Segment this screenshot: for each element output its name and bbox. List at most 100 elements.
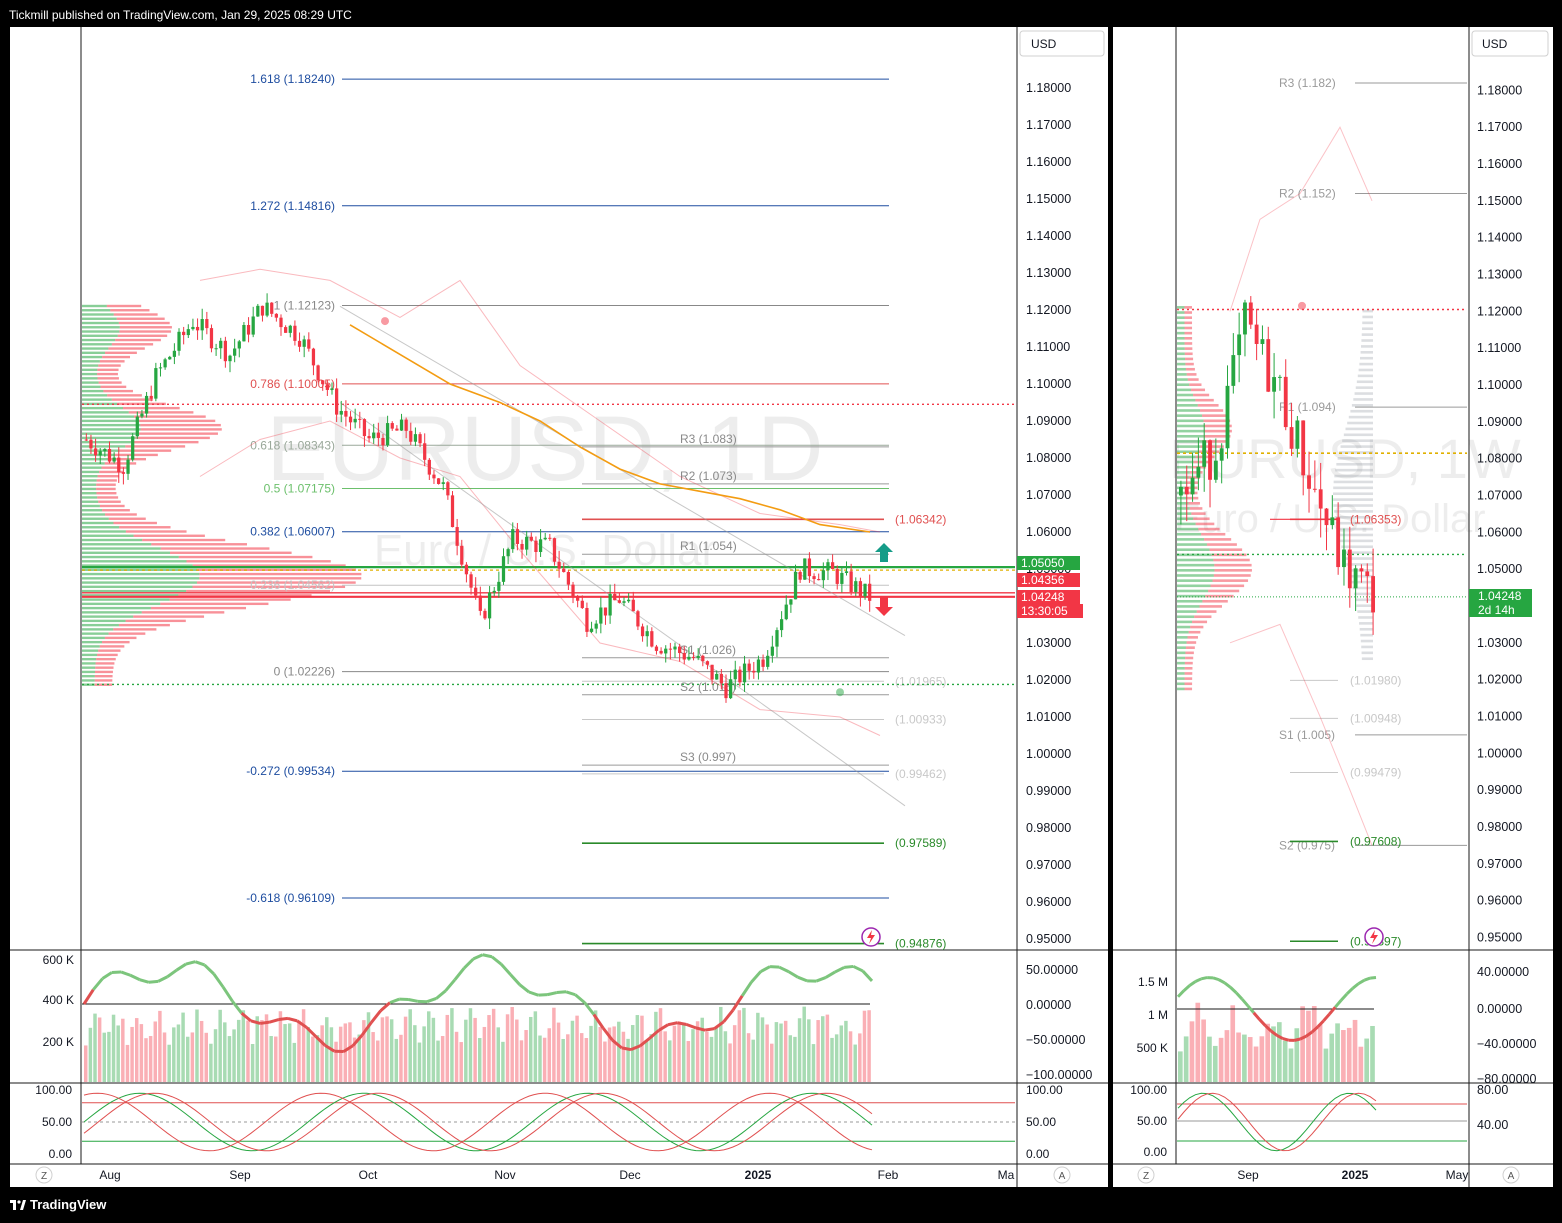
left-vp-bar-buy — [82, 330, 120, 333]
right-price-tick: 1.18000 — [1477, 83, 1522, 97]
left-vp-bar-buy — [82, 487, 97, 491]
left-osc-segment — [305, 1026, 317, 1038]
right-vp-bar-sell — [1188, 630, 1201, 634]
left-vp-bar-sell — [160, 547, 270, 550]
left-volume-bar — [297, 1020, 301, 1082]
right-auto-scale-button[interactable]: A — [1502, 1166, 1520, 1184]
left-vp-bar-sell — [125, 530, 187, 533]
left-candle-body — [501, 556, 506, 582]
left-osc-segment — [463, 957, 475, 970]
left-osc-segment — [490, 955, 503, 966]
left-vp-bar-buy — [82, 372, 98, 376]
left-volume-bar — [260, 1020, 264, 1082]
left-volume-bar — [714, 1027, 718, 1082]
left-candle-body — [789, 599, 793, 605]
left-candle-body — [353, 418, 357, 423]
left-volume-bar — [459, 1042, 463, 1082]
left-volume-bar — [334, 1041, 338, 1082]
left-fib-label: 1 (1.12123) — [274, 298, 335, 312]
left-volume-bar — [848, 1031, 853, 1082]
left-osc-segment — [111, 970, 122, 975]
right-vp-session-bar — [1362, 321, 1373, 325]
right-price-badge: 2d 14h — [1478, 603, 1515, 617]
left-vp-bar-sell — [170, 551, 292, 554]
left-log-scale-button[interactable]: Z — [35, 1166, 53, 1184]
left-volume-bar — [185, 1036, 190, 1082]
right-volume-bar — [1195, 1002, 1201, 1082]
left-volume-bar — [357, 1034, 361, 1082]
right-vp-session-bar — [1361, 651, 1373, 655]
right-osc-segment — [1282, 1037, 1290, 1042]
left-osc-segment — [426, 997, 437, 1004]
left-stoch-tick: 100.00 — [35, 1083, 72, 1097]
left-osc-segment — [648, 1029, 660, 1040]
left-volume-bar — [139, 1024, 144, 1082]
right-osc-segment — [1370, 976, 1377, 980]
left-volume-bar — [422, 1026, 426, 1082]
right-volume-bar — [1189, 1021, 1195, 1082]
right-vp-bar-sell — [1208, 589, 1240, 593]
left-vp-bar-sell — [140, 423, 221, 427]
left-candle-body — [395, 428, 399, 431]
left-candle-body — [645, 631, 649, 637]
left-vp-bar-sell — [104, 462, 137, 465]
left-stoch-k — [83, 1092, 873, 1152]
left-volume-bar — [644, 1041, 649, 1082]
left-candle-body — [534, 540, 538, 552]
left-currency-button[interactable]: USD — [1019, 30, 1105, 57]
left-vp-bar-buy — [82, 555, 179, 559]
left-volume-bar — [153, 1021, 158, 1082]
left-vp-bar-sell — [97, 368, 119, 372]
right-log-scale-button[interactable]: Z — [1137, 1166, 1155, 1184]
right-osc-segment — [1299, 1034, 1307, 1041]
left-volume-bar — [144, 1038, 148, 1082]
right-vp-session-bar — [1361, 333, 1373, 336]
right-price-tick: 0.96000 — [1477, 894, 1522, 908]
right-candle-body — [1301, 420, 1306, 476]
left-volume-bar — [853, 1044, 857, 1082]
left-volume-bar — [371, 1032, 375, 1082]
left-time-tick: Sep — [229, 1168, 251, 1182]
left-time-tick: Nov — [494, 1168, 515, 1182]
left-osc-tick: 0.00000 — [1026, 998, 1071, 1012]
left-price-badge: 1.04248 — [1021, 590, 1065, 604]
right-currency-button[interactable]: USD — [1471, 30, 1549, 57]
left-event-icon[interactable] — [861, 927, 881, 947]
right-vp-bar-buy — [1177, 331, 1185, 335]
left-volume-bar — [821, 1016, 825, 1082]
right-candle-body — [1266, 339, 1271, 392]
right-candle-body — [1353, 568, 1358, 589]
left-vp-bar-sell — [151, 543, 247, 546]
right-price-tick: 0.95000 — [1477, 930, 1522, 944]
left-candle-body — [826, 562, 830, 571]
right-vp-bar-sell — [1184, 347, 1193, 350]
right-event-icon[interactable] — [1364, 927, 1384, 947]
right-osc-segment — [1339, 992, 1348, 1002]
left-volume-bar — [579, 1033, 584, 1082]
left-volume-bar — [417, 1042, 422, 1082]
left-candle-body — [93, 448, 98, 456]
right-vp-bar-sell — [1206, 543, 1237, 546]
right-vp-bar-sell — [1184, 677, 1193, 680]
right-volume-bar — [1218, 1037, 1224, 1082]
left-volume-bar — [399, 1034, 403, 1082]
left-buy-arrow-icon — [875, 543, 893, 562]
right-osc-segment — [1252, 1011, 1261, 1021]
left-candle-body — [251, 316, 255, 335]
left-candle-body — [413, 434, 418, 442]
tradingview-brand[interactable]: TradingView — [10, 1197, 106, 1212]
left-auto-scale-button[interactable]: A — [1053, 1166, 1071, 1184]
right-vp-bar-buy — [1177, 641, 1187, 644]
left-vp-bar-sell — [94, 674, 113, 678]
right-osc-segment — [1218, 978, 1226, 985]
left-candle-body — [682, 653, 686, 660]
right-vp-bar-buy — [1177, 574, 1214, 577]
right-volume-tick: 1.5 M — [1138, 975, 1168, 989]
left-candle-body — [830, 562, 835, 570]
right-vp-session-bar — [1338, 533, 1373, 537]
right-candle-body — [1272, 377, 1277, 392]
left-candle-body — [163, 359, 167, 368]
left-vp-bar-sell — [95, 662, 115, 665]
right-vp-bar-buy — [1177, 538, 1205, 541]
left-marker-dot-red — [381, 317, 389, 326]
